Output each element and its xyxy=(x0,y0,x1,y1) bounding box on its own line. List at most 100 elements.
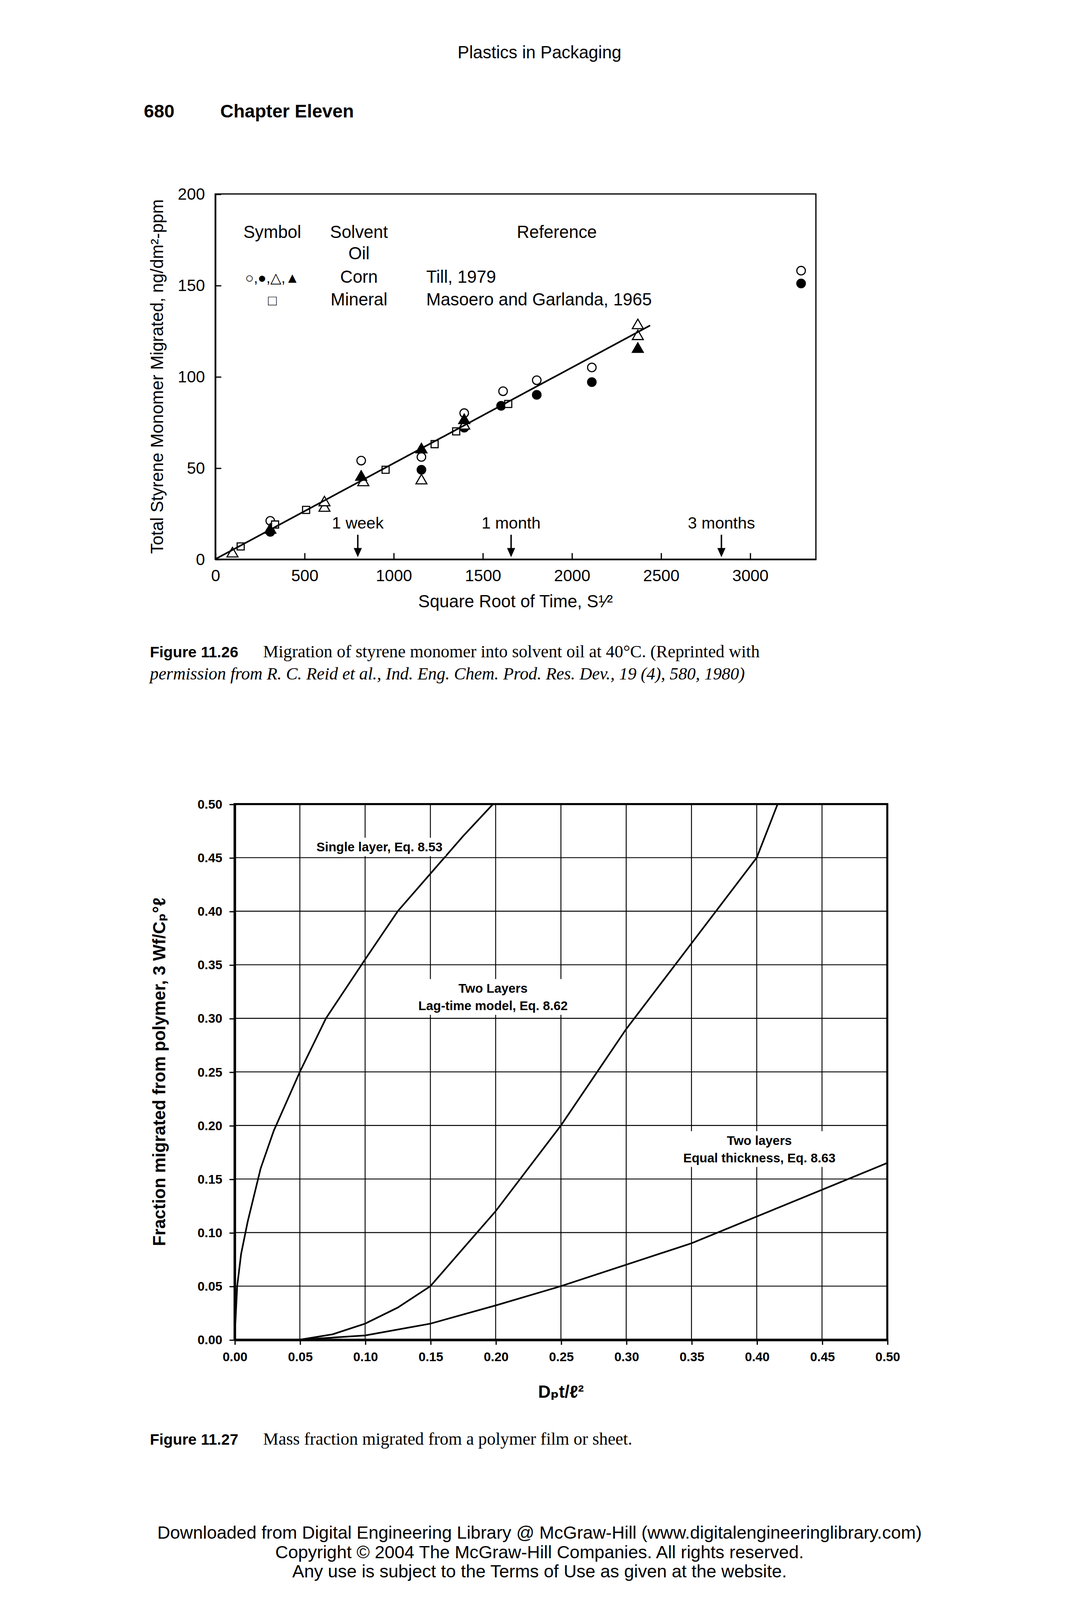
annotation-text: Two Layers xyxy=(458,980,528,995)
tick: 0.15 xyxy=(197,1171,235,1186)
tick-mark xyxy=(571,552,573,559)
tick-label: 0.20 xyxy=(483,1348,509,1364)
point xyxy=(796,266,806,275)
legend-header: Solvent xyxy=(330,222,388,242)
tick: 0.00 xyxy=(197,1331,235,1347)
tick-label: 50 xyxy=(186,458,206,478)
tick: 0.05 xyxy=(287,1339,313,1364)
legend-text: Corn xyxy=(340,266,378,287)
annotation: 3 months xyxy=(687,513,755,558)
chapter-title: Chapter Eleven xyxy=(220,100,354,122)
tick-label: 0.10 xyxy=(353,1348,378,1364)
tick-mark xyxy=(229,1338,235,1341)
series-line xyxy=(215,325,651,559)
tick: 2000 xyxy=(554,552,591,585)
tick-mark xyxy=(626,1339,628,1345)
x-axis-title: Dₚt/ℓ² xyxy=(537,1381,584,1401)
y-axis: 050100150200 xyxy=(177,184,222,569)
tick-mark xyxy=(304,552,306,559)
grid-line xyxy=(234,1017,888,1019)
marks xyxy=(215,266,806,559)
annotation-text: 1 week xyxy=(331,513,384,532)
running-head: Plastics in Packaging xyxy=(457,42,622,62)
legend-text: Mineral xyxy=(330,289,388,309)
annotation: Single layer, Eq. 8.53 xyxy=(313,837,446,856)
x-axis-title: Square Root of Time, S¹⁄² xyxy=(418,591,614,611)
point xyxy=(587,363,597,372)
tick: 1500 xyxy=(464,552,501,585)
series-line xyxy=(300,803,778,1339)
series-line xyxy=(300,1162,888,1339)
tick-mark xyxy=(887,1339,889,1345)
tick-mark xyxy=(229,857,235,859)
legend-header: Oil xyxy=(348,243,370,263)
legend-header: Reference xyxy=(517,222,598,242)
tick-mark xyxy=(756,1339,758,1345)
tick-label: 0.15 xyxy=(197,1171,223,1186)
tick-label: 0.35 xyxy=(679,1348,705,1364)
annotation-arrowhead xyxy=(353,547,362,558)
tick-label: 0.25 xyxy=(549,1348,575,1364)
annotation-arrowhead xyxy=(507,547,516,558)
tick-mark xyxy=(482,552,484,559)
annotation-text: Two layers xyxy=(727,1132,792,1148)
tick-label: 1500 xyxy=(464,566,501,585)
tick-mark xyxy=(215,285,222,287)
point xyxy=(417,465,426,474)
tick-mark xyxy=(229,1017,235,1020)
tick-mark xyxy=(660,552,662,559)
legend: SymbolSolventOilReference○,●,△,▲CornTill… xyxy=(243,222,652,309)
annotation: Two LayersLag-time model, Eq. 8.62 xyxy=(415,978,571,1015)
annotation-text: Equal thickness, Eq. 8.63 xyxy=(683,1150,836,1165)
annotation: Two layers Equal thickness, Eq. 8.63 xyxy=(680,1130,839,1167)
tick-mark xyxy=(691,1339,693,1345)
tick: 0.35 xyxy=(197,957,235,972)
plot-frame xyxy=(215,193,816,560)
tick-label: 0.40 xyxy=(744,1348,770,1364)
tick-label: 200 xyxy=(177,184,206,204)
tick-mark xyxy=(229,1178,235,1180)
grid-line xyxy=(234,856,888,858)
tick: 0.10 xyxy=(353,1339,378,1364)
tick: 150 xyxy=(177,276,222,295)
annotation-box xyxy=(415,978,571,1015)
point xyxy=(498,386,508,396)
legend-text: Masoero and Garlanda, 1965 xyxy=(426,289,652,309)
tick: 0.25 xyxy=(549,1339,575,1364)
tick: 0.10 xyxy=(197,1224,235,1240)
point xyxy=(532,390,542,400)
legend-header: Symbol xyxy=(243,222,302,242)
tick-label: 0.00 xyxy=(197,1331,223,1347)
tick: 500 xyxy=(291,552,319,585)
annotation-arrow xyxy=(357,534,359,549)
tick: 0.45 xyxy=(810,1339,835,1364)
tick-label: 0.40 xyxy=(197,903,223,918)
legend-text: Till, 1979 xyxy=(426,266,496,287)
chart: 050010001500200025003000050100150200Squa… xyxy=(147,184,817,684)
chart: 0.00 0.05 0.10 0.15 0.20 0.25 0.30 0.35 0.40 0.45… xyxy=(149,796,901,1449)
tick-mark xyxy=(821,1339,824,1345)
tick-mark xyxy=(364,1339,367,1345)
annotation-arrow xyxy=(510,534,512,549)
footer-line: Copyright © 2004 The McGraw-Hill Compani… xyxy=(275,1541,804,1562)
tick: 0.00 xyxy=(222,1339,248,1364)
tick-label: 0.20 xyxy=(197,1118,223,1133)
tick: 0.35 xyxy=(679,1339,705,1364)
tick-label: 0.45 xyxy=(197,850,223,865)
caption-label: Figure 11.26 xyxy=(150,643,239,661)
page-footer: Downloaded from Digital Engineering Libr… xyxy=(157,1521,922,1581)
page-number: 680 xyxy=(143,100,175,122)
tick-mark xyxy=(229,803,235,805)
tick-label: 500 xyxy=(291,566,319,585)
y-axis-title: Total Styrene Monomer Migrated, ng/dm²-p… xyxy=(147,199,167,554)
tick-mark xyxy=(215,558,222,561)
x-axis-line xyxy=(215,558,817,561)
tick-label: 1000 xyxy=(375,566,412,585)
tick-label: 0.30 xyxy=(197,1010,223,1025)
tick: 0.45 xyxy=(197,850,235,865)
tick: 0.20 xyxy=(483,1339,509,1364)
tick: 2500 xyxy=(643,552,680,585)
point xyxy=(587,377,597,387)
tick: 0.30 xyxy=(197,1010,235,1025)
tick: 0.50 xyxy=(875,1339,901,1364)
